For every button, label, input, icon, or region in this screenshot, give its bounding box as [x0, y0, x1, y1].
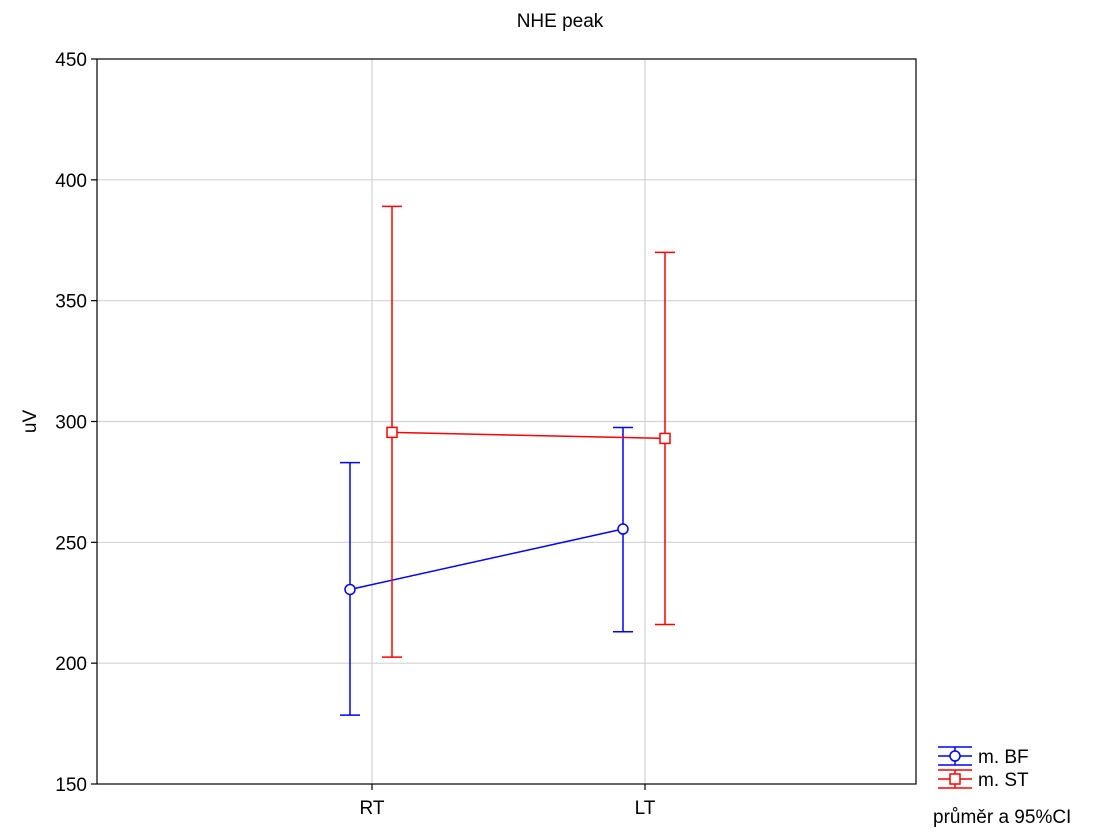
- y-tick-label: 150: [55, 775, 87, 796]
- legend-symbol: [938, 746, 972, 766]
- series-m-st: [382, 205, 675, 658]
- series-line: [349, 528, 624, 591]
- y-tick-label: 350: [55, 292, 87, 313]
- x-tick-label: RT: [360, 798, 385, 819]
- legend: m. BFm. ST: [938, 746, 1029, 791]
- grid-lines: [97, 59, 916, 784]
- chart-title: NHE peak: [517, 11, 604, 32]
- y-tick-label: 200: [55, 654, 87, 675]
- data-point: [386, 426, 398, 439]
- legend-marker: [949, 750, 961, 762]
- legend-label: m. ST: [978, 770, 1029, 791]
- y-tick-label: 450: [55, 50, 87, 71]
- data-point: [617, 523, 629, 535]
- series-m-bf: [340, 426, 633, 716]
- legend-note: průměr a 95%CI: [933, 807, 1071, 828]
- y-tick-label: 300: [55, 413, 87, 434]
- x-tick-labels: RT LT: [360, 784, 656, 819]
- legend-marker: [949, 773, 961, 785]
- data-series: [340, 205, 675, 716]
- data-point: [344, 583, 356, 596]
- y-tick-label: 400: [55, 171, 87, 192]
- legend-symbol: [938, 769, 972, 789]
- series-line: [391, 431, 666, 440]
- x-tick-label: LT: [635, 798, 656, 819]
- plot-frame: [96, 58, 917, 785]
- y-axis-label: uV: [20, 410, 41, 434]
- y-tick-label: 250: [55, 533, 87, 554]
- legend-label: m. BF: [978, 747, 1029, 768]
- data-point: [659, 432, 671, 445]
- y-tick-labels: 150 200 250 300 350 400 450: [55, 50, 97, 796]
